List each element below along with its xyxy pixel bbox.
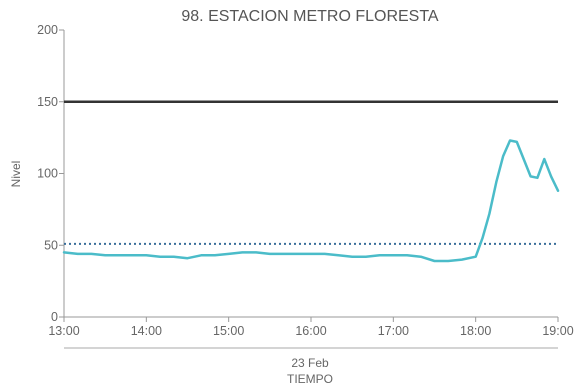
series-line	[62, 139, 560, 263]
x-tick-label: 17:00	[378, 324, 409, 338]
x-tick-label: 16:00	[295, 324, 326, 338]
y-tick-label: 0	[51, 310, 58, 324]
x-tick-label: 14:00	[131, 324, 162, 338]
y-tick-label: 100	[37, 167, 58, 181]
reference-lines	[64, 100, 558, 245]
date-label: 23 Feb	[291, 356, 329, 370]
x-tick-label: 15:00	[213, 324, 244, 338]
x-axis-label: TIEMPO	[287, 372, 333, 386]
y-tick-label: 200	[37, 23, 58, 37]
y-tick-label: 150	[37, 95, 58, 109]
plot-area: 0 50 100 150 200 13:00 14:00 15:00 16:00 17:00 18…	[37, 23, 574, 338]
x-tick-label: 13:00	[48, 324, 79, 338]
chart-title: 98. ESTACION METRO FLORESTA	[181, 8, 439, 25]
x-tick-label: 19:00	[542, 324, 573, 338]
x-ticks: 13:00 14:00 15:00 16:00 17:00 18:00 19:00	[48, 317, 574, 338]
x-tick-label: 18:00	[460, 324, 491, 338]
y-axis-label: Nivel	[9, 161, 23, 188]
y-ticks: 0 50 100 150 200	[37, 23, 64, 324]
y-tick-label: 50	[44, 238, 58, 252]
